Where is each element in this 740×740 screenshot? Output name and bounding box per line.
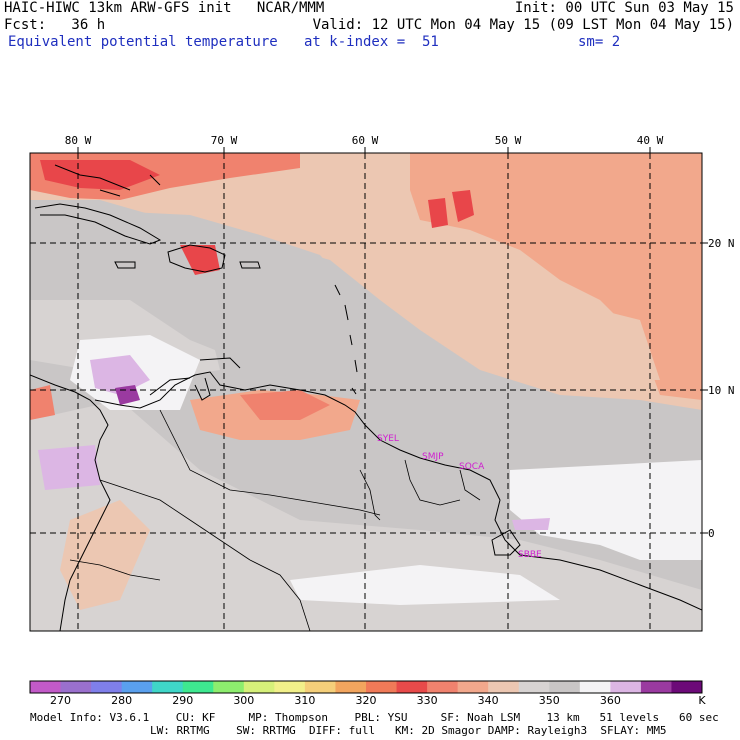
colorbar-swatch xyxy=(427,681,459,693)
atlantic-coast xyxy=(94,371,702,611)
border-venezuela-south xyxy=(159,409,381,516)
colorbar-swatch xyxy=(671,681,703,693)
bahamas-coast xyxy=(54,164,161,197)
puerto-rico-coast xyxy=(239,261,261,269)
colorbar-label: 350 xyxy=(539,694,560,707)
lesser-antilles xyxy=(334,284,358,395)
lat-label-20n: 20 N xyxy=(708,237,735,250)
smoothing: sm= 2 xyxy=(578,34,621,50)
title-line-1: HAIC-HIWC 13km ARW-GFS init NCAR/MMM xyxy=(4,0,325,16)
lon-label-70w: 70 W xyxy=(211,134,238,147)
pacific-coast xyxy=(30,374,111,631)
field-peach-andes xyxy=(60,500,150,610)
colorbar-label: 310 xyxy=(294,694,315,707)
forecast-hour: Fcst: 36 h xyxy=(4,17,106,33)
colorbar-swatch xyxy=(152,681,184,693)
station-smjp: SMJP xyxy=(422,452,444,462)
colorbar-swatch xyxy=(243,681,275,693)
colorbar-swatch xyxy=(335,681,367,693)
lon-label-40w: 40 W xyxy=(637,134,664,147)
colorbar-label: 340 xyxy=(478,694,499,707)
station-sbbe: SBBE xyxy=(518,550,542,560)
field-red-nw xyxy=(40,160,160,190)
colorbar-label: 330 xyxy=(417,694,438,707)
colorbar-label: 280 xyxy=(111,694,132,707)
lat-label-10n: 10 N xyxy=(708,384,735,397)
station-syel: SYEL xyxy=(377,434,399,444)
field-peach-northeast xyxy=(410,153,702,400)
border-ecuador-peru xyxy=(69,559,161,581)
colorbar-labels: 270 280 290 300 310 320 330 340 350 360 K xyxy=(50,694,706,707)
field-lavender-west xyxy=(38,445,100,490)
field-name: Equivalent potential temperature xyxy=(8,34,278,50)
maracaibo-coast xyxy=(194,377,211,401)
field-salmon-venezuela xyxy=(240,390,330,420)
init-time: Init: 00 UTC Sun 03 May 15 xyxy=(514,0,734,16)
jamaica-coast xyxy=(114,261,136,269)
theta-e-field xyxy=(30,153,702,631)
frame-ticks xyxy=(77,147,708,534)
border-guyana xyxy=(359,469,381,521)
station-soca: SOCA xyxy=(459,462,485,472)
lon-label-60w: 60 W xyxy=(352,134,379,147)
cuba-coast xyxy=(34,203,162,245)
model-info-line-2: LW: RRTMG SW: RRTMG DIFF: full KM: 2D Sm… xyxy=(150,724,667,737)
colorbar-label: 300 xyxy=(233,694,254,707)
field-salmon-pacific xyxy=(30,385,55,420)
colorbar xyxy=(29,680,703,694)
field-white-se xyxy=(510,460,702,560)
colorbar-swatch xyxy=(304,681,336,693)
marajo-island xyxy=(491,529,521,556)
model-info-line-1: Model Info: V3.6.1 CU: KF MP: Thompson P… xyxy=(30,711,719,724)
colorbar-swatch xyxy=(488,681,520,693)
field-peach-inner xyxy=(560,300,660,380)
colorbar-label: 360 xyxy=(600,694,621,707)
colorbar-swatch xyxy=(91,681,123,693)
colorbar-swatch xyxy=(549,681,581,693)
colorbar-label: 270 xyxy=(50,694,71,707)
colorbar-swatch xyxy=(213,681,245,693)
colorbar-label: 320 xyxy=(356,694,377,707)
level-index: at k-index = 51 xyxy=(304,34,439,50)
field-lavender-amazon xyxy=(512,518,550,530)
colorbar-swatch xyxy=(366,681,398,693)
colorbar-outline xyxy=(29,680,703,694)
coastlines xyxy=(30,164,702,631)
border-brazil-peru xyxy=(249,559,311,631)
colorbar-swatch xyxy=(396,681,428,693)
aruba-curacao xyxy=(199,357,241,369)
colorbar-swatch xyxy=(60,681,92,693)
field-red-spot-2 xyxy=(452,190,474,222)
colorbar-swatch xyxy=(518,681,550,693)
map-frame xyxy=(29,152,703,632)
field-light-gray-south xyxy=(30,400,702,631)
hispaniola-coast xyxy=(167,244,226,273)
colorbar-swatch xyxy=(640,681,672,693)
colorbar-swatch xyxy=(121,681,153,693)
colorbar-swatch xyxy=(610,681,642,693)
colorbar-swatch xyxy=(579,681,611,693)
country-borders xyxy=(69,409,481,631)
graticule xyxy=(30,153,702,631)
field-red-spot-1 xyxy=(428,198,448,228)
colorbar-swatch xyxy=(457,681,489,693)
colorbar-swatch xyxy=(274,681,306,693)
lat-label-0: 0 xyxy=(708,527,715,540)
colorbar-unit: K xyxy=(698,694,706,707)
border-suriname xyxy=(404,459,461,506)
field-caribbean-gray xyxy=(30,210,360,380)
lon-label-50w: 50 W xyxy=(495,134,522,147)
border-colombia-south xyxy=(99,479,251,561)
colorbar-label: 290 xyxy=(172,694,193,707)
colorbar-swatch xyxy=(182,681,214,693)
field-red-hispaniola xyxy=(180,245,220,275)
colorbar-swatch xyxy=(30,681,62,693)
valid-time: Valid: 12 UTC Mon 04 May 15 (09 LST Mon … xyxy=(312,17,734,33)
border-french-guiana xyxy=(459,469,481,501)
lon-label-80w: 80 W xyxy=(65,134,92,147)
field-white-amazon xyxy=(290,565,560,605)
guajira-coast xyxy=(149,377,191,396)
